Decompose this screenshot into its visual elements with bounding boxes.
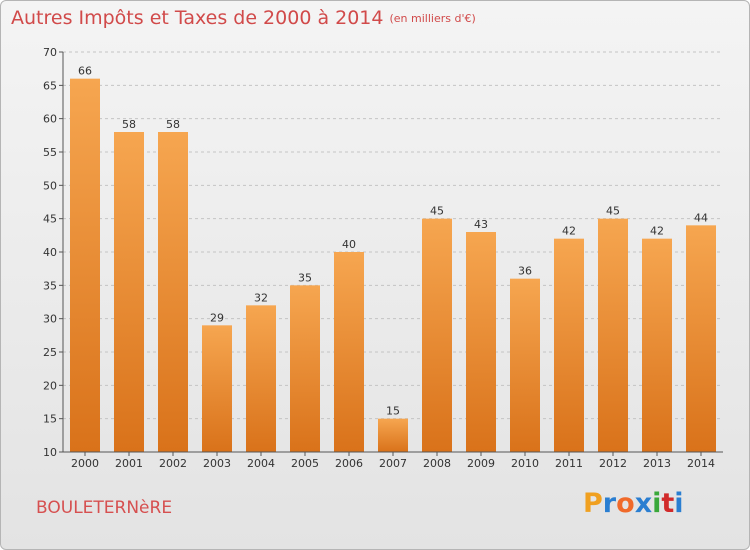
value-label: 42 — [650, 225, 664, 238]
y-tick-label: 65 — [43, 79, 57, 92]
value-label: 42 — [562, 225, 576, 238]
chart-title-text: Autres Impôts et Taxes de 2000 à 2014 — [11, 7, 384, 29]
value-label: 58 — [122, 118, 136, 131]
bar — [158, 132, 188, 452]
bar — [686, 225, 716, 452]
logo-letter: r — [602, 488, 617, 519]
y-tick-label: 45 — [43, 213, 57, 226]
chart-subtitle: (en milliers d'€) — [389, 12, 476, 25]
bars — [70, 78, 716, 453]
value-label: 45 — [606, 205, 620, 218]
y-tick-label: 35 — [43, 279, 57, 292]
bar — [554, 238, 584, 452]
logo-letter: x — [634, 488, 653, 519]
value-label: 32 — [254, 291, 268, 304]
x-tick-label: 2003 — [203, 457, 231, 470]
y-tick-label: 30 — [43, 313, 57, 326]
x-tick-label: 2004 — [247, 457, 275, 470]
value-label: 40 — [342, 238, 356, 251]
value-label: 43 — [474, 218, 488, 231]
logo-letter: i — [674, 488, 684, 519]
value-label: 36 — [518, 265, 532, 278]
bar — [246, 305, 276, 452]
x-tick-label: 2006 — [335, 457, 363, 470]
value-label: 29 — [210, 311, 224, 324]
value-label: 44 — [694, 211, 708, 224]
x-tick-label: 2001 — [115, 457, 143, 470]
bar — [598, 218, 628, 452]
bar — [202, 325, 232, 452]
y-tick-label: 10 — [43, 446, 57, 459]
bar — [70, 78, 100, 453]
value-label: 15 — [386, 405, 400, 418]
logo-letter: t — [661, 488, 675, 519]
bar — [290, 285, 320, 452]
bar — [466, 232, 496, 452]
x-tick-label: 2007 — [379, 457, 407, 470]
y-tick-label: 40 — [43, 246, 57, 259]
y-tick-label: 60 — [43, 113, 57, 126]
axes — [59, 51, 723, 456]
x-tick-label: 2008 — [423, 457, 451, 470]
proxiti-logo: Proxiti — [583, 488, 684, 519]
value-label: 35 — [298, 271, 312, 284]
x-tick-label: 2013 — [643, 457, 671, 470]
x-tick-label: 2000 — [71, 457, 99, 470]
y-tick-label: 55 — [43, 146, 57, 159]
y-tick-label: 70 — [43, 46, 57, 59]
logo-letter: P — [583, 488, 603, 519]
x-tick-label: 2005 — [291, 457, 319, 470]
y-tick-label: 25 — [43, 346, 57, 359]
bar — [114, 132, 144, 452]
bar — [642, 238, 672, 452]
logo-letter: i — [652, 488, 662, 519]
y-tick-label: 50 — [43, 179, 57, 192]
chart-title: Autres Impôts et Taxes de 2000 à 2014 (en… — [11, 7, 476, 29]
x-tick-label: 2014 — [687, 457, 715, 470]
x-tick-label: 2012 — [599, 457, 627, 470]
bar — [510, 278, 540, 452]
bar — [422, 218, 452, 452]
value-label: 58 — [166, 118, 180, 131]
place-name: BOULETERNèRE — [36, 498, 173, 518]
x-tick-label: 2011 — [555, 457, 583, 470]
x-tick-label: 2009 — [467, 457, 495, 470]
logo-letter: o — [616, 488, 635, 519]
y-tick-label: 15 — [43, 413, 57, 426]
bar — [378, 418, 408, 452]
value-label: 66 — [78, 65, 92, 78]
y-tick-label: 20 — [43, 379, 57, 392]
bar — [334, 252, 364, 452]
value-label: 45 — [430, 205, 444, 218]
x-tick-label: 2002 — [159, 457, 187, 470]
x-tick-label: 2010 — [511, 457, 539, 470]
labels: 10 15 20 25 30 35 40 45 50 55 60 65 70 66 2000 58 2001 58… — [43, 46, 715, 470]
